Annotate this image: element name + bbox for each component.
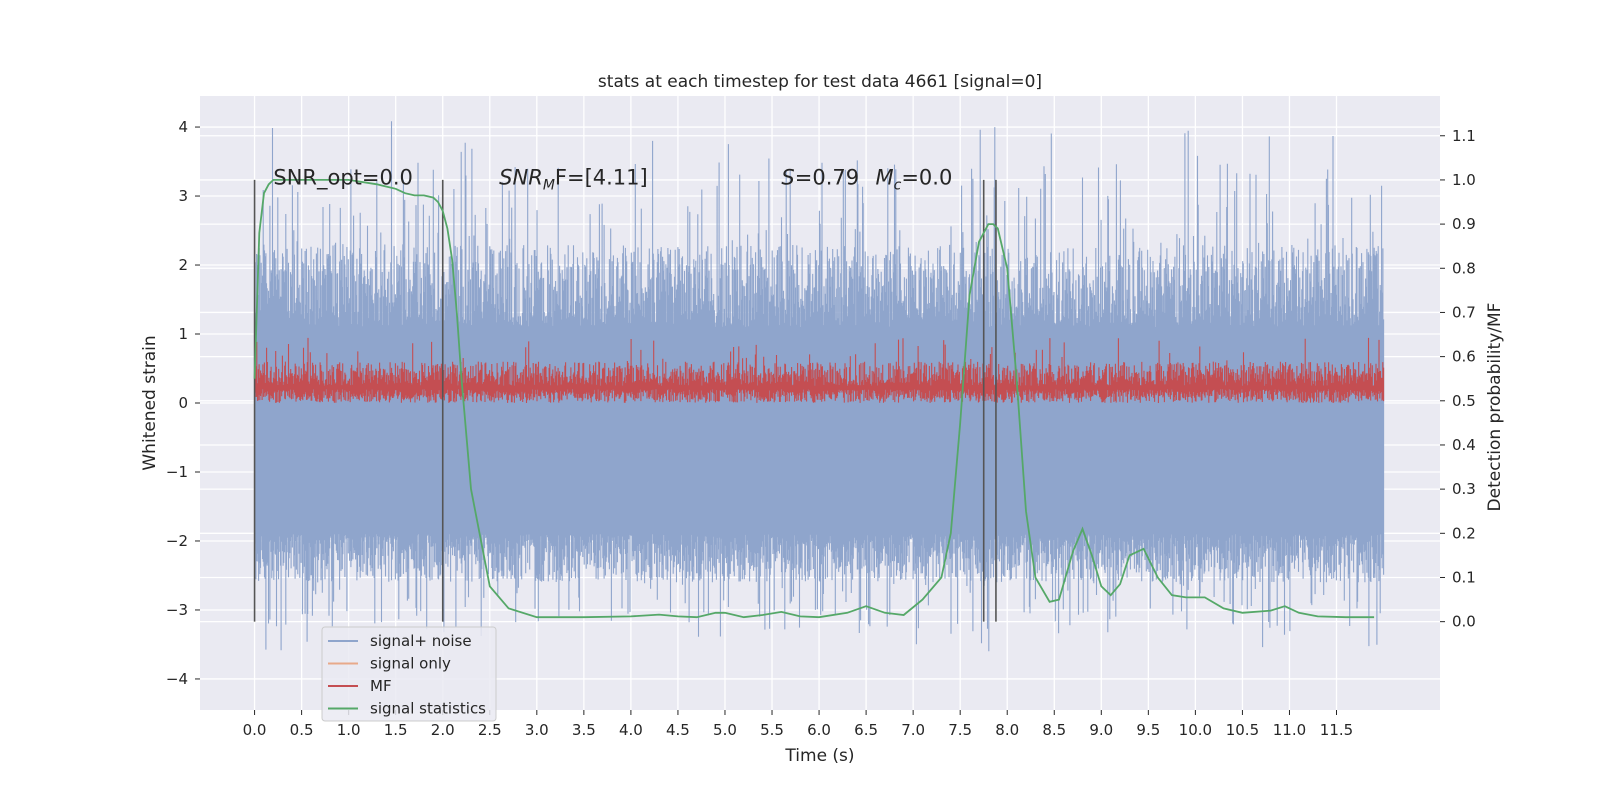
legend-label-2: MF	[370, 677, 392, 695]
x-axis-label: Time (s)	[784, 746, 854, 766]
legend-label-0: signal+ noise	[370, 632, 472, 650]
y2-tick-label-1: 1.0	[1452, 171, 1476, 189]
y2-tick-label-9: 0.2	[1452, 524, 1476, 542]
x-tick-label-13: 6.5	[854, 721, 878, 739]
x-tick-label-11: 5.5	[760, 721, 784, 739]
x-tick-label-4: 2.0	[431, 721, 455, 739]
x-tick-label-7: 3.5	[572, 721, 596, 739]
y2-tick-label-0: 1.1	[1452, 127, 1476, 145]
annotation-2-main: S	[781, 165, 794, 189]
annotation-1: SNRMF=[4.11]	[499, 165, 648, 193]
y-tick-label-6: −2	[166, 532, 188, 550]
legend-label-1: signal only	[370, 655, 451, 673]
annotation-2-value: =0.79	[795, 165, 859, 189]
y2-axis-ticks: 1.1 1.0 0.9 0.8 0.7 0.6 0.5 0.4 0.3 0.2 0.1 0.0	[1440, 127, 1476, 631]
annotation-2: S=0.79	[781, 165, 859, 189]
x-tick-label-9: 4.5	[666, 721, 690, 739]
x-tick-label-23: 11.5	[1320, 721, 1353, 739]
x-tick-label-17: 8.5	[1042, 721, 1066, 739]
y-tick-label-7: −3	[166, 601, 188, 619]
y2-tick-label-3: 0.8	[1452, 259, 1476, 277]
annotations: SNR_opt=0.0 SNRMF=[4.11] S=0.79 Mc=0.0	[273, 165, 952, 193]
signal-statistics-series	[253, 178, 1375, 619]
annotation-3-value: =0.0	[901, 165, 952, 189]
x-tick-label-15: 7.5	[948, 721, 972, 739]
y2-axis-label: Detection probability/MF	[1485, 303, 1505, 512]
annotation-1-subscript: M	[543, 177, 555, 193]
x-tick-label-19: 9.5	[1136, 721, 1160, 739]
y-tick-label-3: 1	[178, 325, 188, 343]
x-tick-label-6: 3.0	[525, 721, 549, 739]
x-tick-label-3: 1.5	[384, 721, 408, 739]
y2-tick-label-8: 0.3	[1452, 480, 1476, 498]
x-tick-label-2: 1.0	[337, 721, 361, 739]
y-tick-label-2: 2	[178, 256, 188, 274]
x-tick-label-21: 10.5	[1226, 721, 1259, 739]
x-tick-label-20: 10.0	[1179, 721, 1212, 739]
vertical-markers	[253, 179, 997, 622]
legend-label-3: signal statistics	[370, 700, 486, 718]
x-axis-ticks: 0.0 0.5 1.0 1.5 2.0 2.5 3.0 3.5 4.0 4.5 5.0 5.5 6.0 6…	[243, 710, 1353, 739]
y-tick-label-8: −4	[166, 670, 188, 688]
annotation-1-main: SNR	[499, 165, 543, 189]
y2-tick-label-10: 0.1	[1452, 568, 1476, 586]
x-tick-label-10: 5.0	[713, 721, 737, 739]
annotation-0: SNR_opt=0.0	[273, 165, 413, 190]
annotation-3: Mc=0.0	[876, 165, 953, 193]
y-tick-label-5: −1	[166, 463, 188, 481]
x-tick-label-5: 2.5	[478, 721, 502, 739]
y-tick-label-1: 3	[178, 187, 188, 205]
chart-title: stats at each timestep for test data 466…	[598, 72, 1042, 92]
legend-box	[321, 626, 497, 722]
y2-tick-label-7: 0.4	[1452, 436, 1476, 454]
y2-tick-label-5: 0.6	[1452, 348, 1476, 366]
x-tick-label-16: 8.0	[995, 721, 1019, 739]
annotation-3-subscript: c	[894, 177, 902, 193]
annotation-0-main: SNR_opt=0.0	[273, 165, 413, 190]
y-tick-label-0: 4	[178, 118, 188, 136]
y2-tick-label-4: 0.7	[1452, 303, 1476, 321]
y-axis-label: Whitened strain	[140, 335, 160, 470]
x-tick-label-12: 6.0	[807, 721, 831, 739]
x-tick-label-14: 7.0	[901, 721, 925, 739]
annotation-3-main: M	[876, 165, 894, 189]
y-tick-label-4: 0	[178, 394, 188, 412]
y2-tick-label-11: 0.0	[1452, 613, 1476, 631]
y2-tick-label-6: 0.5	[1452, 392, 1476, 410]
y2-tick-label-2: 0.9	[1452, 215, 1476, 233]
signal-statistics-line	[253, 178, 1375, 619]
x-tick-label-18: 9.0	[1089, 721, 1113, 739]
x-tick-label-22: 11.0	[1273, 721, 1306, 739]
x-tick-label-1: 0.5	[290, 721, 314, 739]
x-tick-label-0: 0.0	[243, 721, 267, 739]
y-axis-ticks: 4 3 2 1 0 −1 −2 −3 −4	[166, 118, 200, 688]
legend: signal+ noise signal only MF signal statist…	[321, 626, 497, 722]
x-tick-label-8: 4.0	[619, 721, 643, 739]
annotation-1-value: F=[4.11]	[555, 165, 648, 189]
